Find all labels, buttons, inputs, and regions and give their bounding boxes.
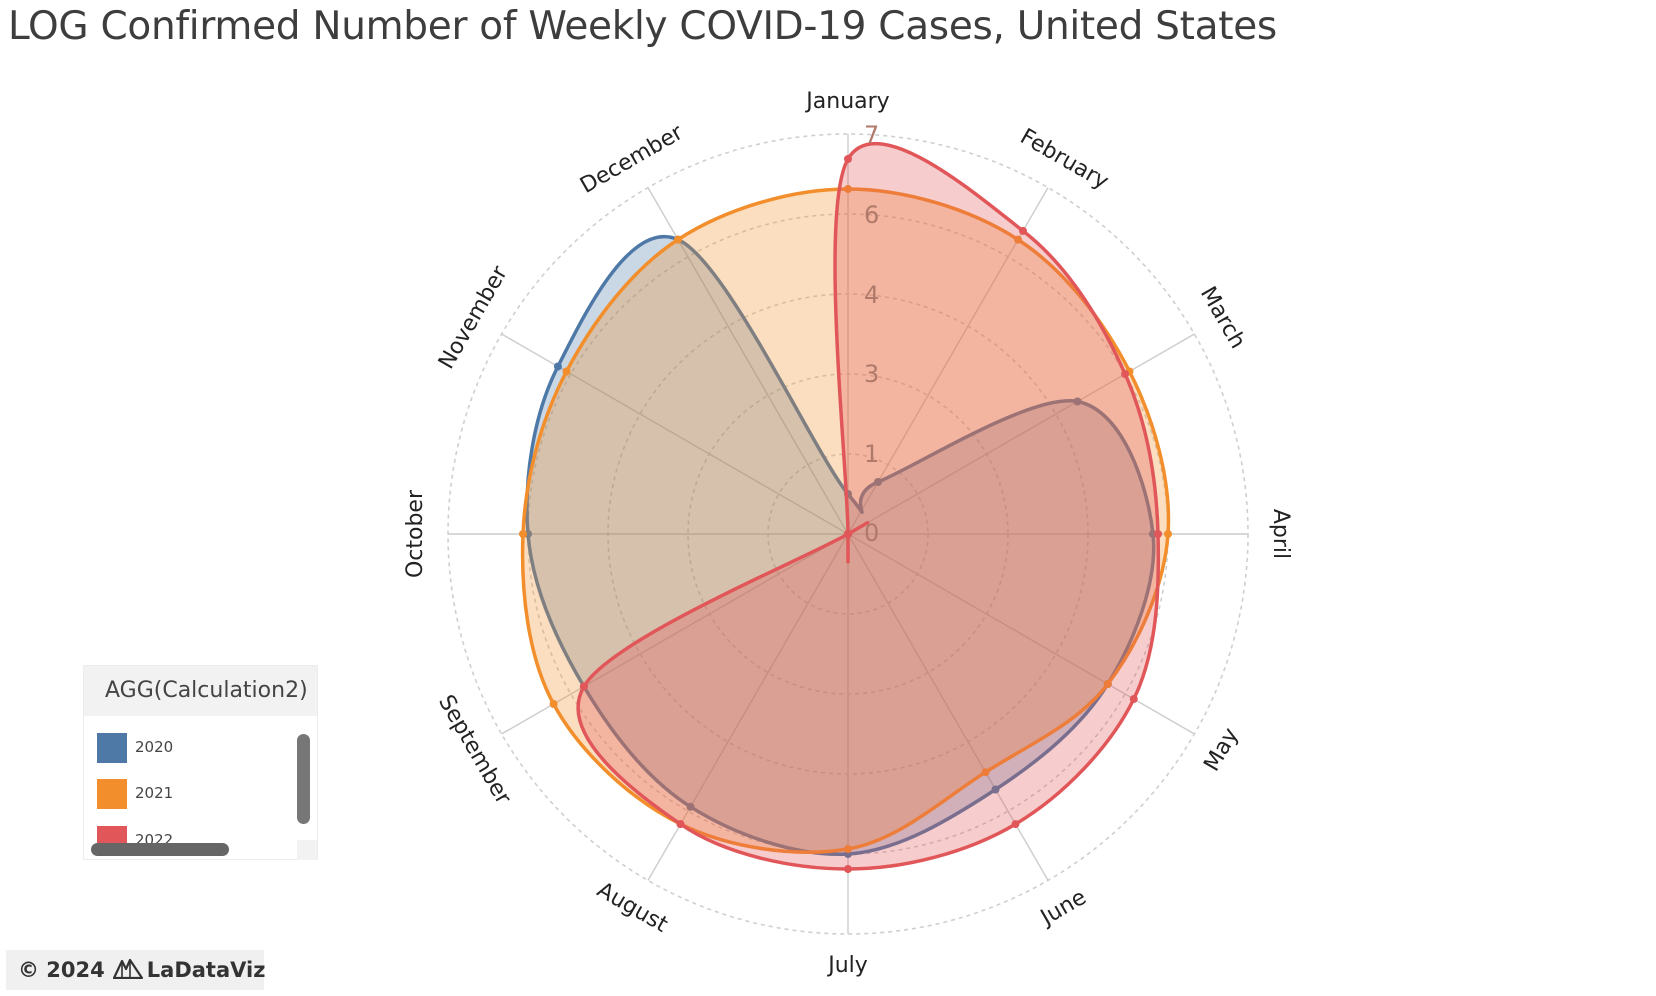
point-2022-august [676, 820, 685, 829]
spoke-september [501, 533, 849, 735]
radial-tick-0: 0 [864, 519, 879, 547]
point-2022-march [1121, 370, 1130, 378]
point-2020-august [686, 802, 695, 811]
point-2021-july [844, 845, 852, 853]
point-2020-february [874, 478, 882, 486]
radial-ticks: 0 1 3 4 6 7 [864, 121, 879, 547]
radial-tick-6: 6 [864, 201, 879, 229]
brand-name: LaDataViz [146, 958, 266, 982]
radar-series [519, 142, 1172, 873]
month-label-september: September [433, 691, 516, 810]
spoke-february [847, 187, 1049, 535]
series-2021 [519, 185, 1172, 854]
point-2020-june [991, 785, 1000, 794]
month-label-march: March [1195, 282, 1250, 353]
spoke-march [847, 333, 1195, 535]
month-label-may: May [1199, 724, 1243, 776]
chart-title: LOG Confirmed Number of Weekly COVID-19 … [8, 4, 1277, 49]
point-2021-january [844, 185, 852, 193]
point-2022-september [579, 682, 588, 691]
legend-label-2020: 2020 [135, 738, 174, 756]
month-label-january: January [804, 89, 889, 114]
month-label-august: August [593, 878, 672, 938]
point-2022-january [844, 155, 852, 163]
point-2021-september [549, 700, 558, 708]
point-2022-july [844, 865, 852, 873]
legend-swatch-2020 [97, 733, 127, 763]
point-2021-november [562, 367, 571, 376]
spoke-december [647, 187, 849, 535]
point-2021-may [1103, 680, 1112, 688]
point-2020-november [553, 362, 562, 371]
month-label-february: February [1016, 124, 1113, 194]
legend-label-2021: 2021 [135, 784, 174, 802]
point-2022-december [844, 530, 852, 538]
radial-tick-4: 4 [864, 281, 879, 309]
point-2022-february [1019, 226, 1027, 235]
month-label-october: October [403, 489, 428, 578]
month-label-november: November [434, 261, 513, 373]
point-2022-may [1129, 695, 1138, 703]
series-2020 [524, 235, 1157, 858]
copyright-text: © 2024 [18, 958, 105, 982]
month-label-june: June [1035, 885, 1091, 932]
radial-tick-7: 7 [864, 121, 879, 149]
point-2020-march [1073, 397, 1082, 406]
point-2021-june [981, 768, 990, 777]
point-2022-april [1154, 530, 1162, 538]
legend: AGG(Calculation2) 2020 2021 2022 [83, 665, 318, 860]
legend-vertical-scrollbar[interactable] [297, 734, 310, 824]
point-2021-october [519, 530, 527, 538]
month-label-december: December [576, 120, 688, 199]
radial-tick-3: 3 [864, 360, 879, 388]
legend-horizontal-scrollbar[interactable] [91, 843, 229, 856]
legend-title: AGG(Calculation2) [84, 666, 317, 716]
radial-tick-1: 1 [864, 440, 879, 468]
point-2021-april [1164, 530, 1172, 538]
point-2021-february [1014, 235, 1022, 244]
footer-credit: © 2024 LaDataViz [6, 950, 266, 990]
series-2022 [576, 142, 1162, 873]
mountain-logo-icon [112, 957, 143, 984]
point-2021-december [674, 235, 682, 244]
legend-swatch-2021 [97, 779, 127, 809]
point-2022-june [1011, 820, 1020, 829]
scrollbar-corner [297, 840, 317, 860]
month-label-april: April [1268, 509, 1293, 559]
month-label-july: July [826, 953, 868, 978]
